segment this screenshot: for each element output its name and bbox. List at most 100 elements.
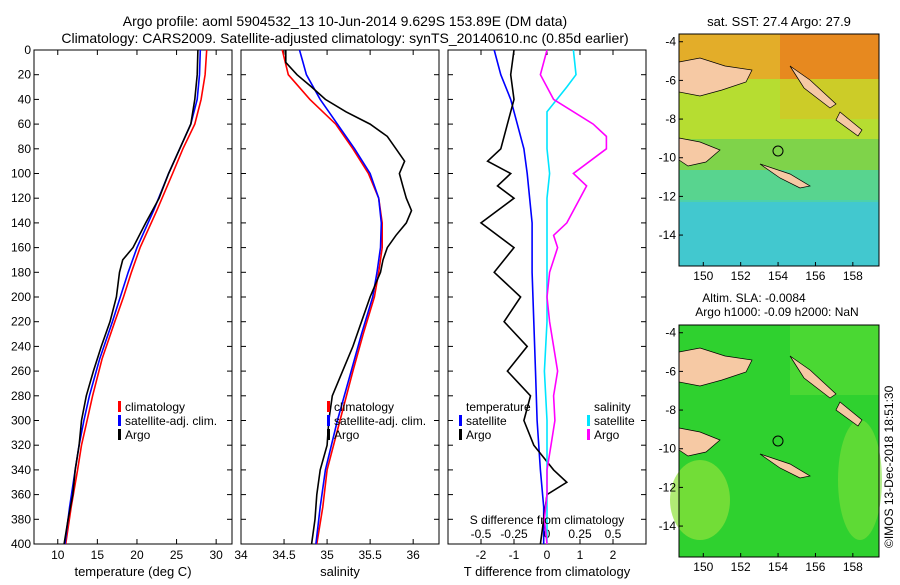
map-y-tick-label: -14 xyxy=(659,519,677,533)
legend-label-argo: Argo xyxy=(125,428,151,442)
x-tick-label: 34 xyxy=(234,548,248,562)
x-tick-label: 25 xyxy=(170,548,184,562)
map-x-tick-label: 158 xyxy=(843,560,863,574)
y-tick-label: 100 xyxy=(11,167,31,181)
y-tick-label: 260 xyxy=(11,364,31,378)
y-tick-label: 80 xyxy=(18,142,32,156)
sla-map-frame xyxy=(678,324,880,558)
x-tick-label: 36 xyxy=(406,548,420,562)
salinity-panel xyxy=(240,49,440,545)
imos-credit: ©IMOS 13-Dec-2018 18:51:30 xyxy=(882,385,896,548)
difference-top-label: S difference from climatology xyxy=(470,513,625,527)
top-tick-label: -0.5 xyxy=(471,527,492,541)
sla-map-title-2: Argo h1000: -0.09 h2000: NaN xyxy=(695,305,858,319)
land-islands xyxy=(759,65,863,189)
legend-label-climatology: climatology xyxy=(334,400,394,414)
map-y-tick-label: -14 xyxy=(659,228,677,242)
map-y-tick-label: -6 xyxy=(665,73,676,87)
map-y-tick-label: -4 xyxy=(665,326,676,340)
x-tick-label: 35 xyxy=(320,548,334,562)
legend-label-satellite: satellite-adj. clim. xyxy=(125,414,217,428)
y-tick-label: 180 xyxy=(11,265,31,279)
y-tick-label: 300 xyxy=(11,414,31,428)
series-line-temperature-argo xyxy=(479,49,569,545)
land-islands xyxy=(759,355,863,479)
map-y-tick-label: -12 xyxy=(659,480,677,494)
sla-lime-patch xyxy=(670,460,730,540)
sla-lime-patch-east xyxy=(838,420,882,540)
y-tick-label: 200 xyxy=(11,290,31,304)
legend-swatch-argo xyxy=(118,429,121,440)
land-new-guinea xyxy=(678,57,753,97)
y-tick-label: 20 xyxy=(18,68,32,82)
y-tick-label: 380 xyxy=(11,512,31,526)
sst-map-title: sat. SST: 27.4 Argo: 27.9 xyxy=(707,14,851,29)
argo-location-marker xyxy=(772,145,784,157)
sla-map-axes: -4 -6 -8 -10 -12 -14 150 152 154 156 158 xyxy=(659,326,864,574)
legend-swatch-t-satellite xyxy=(459,415,462,426)
map-y-tick-label: -12 xyxy=(659,189,677,203)
map-y-tick-label: -6 xyxy=(665,364,676,378)
sla-map xyxy=(670,324,882,558)
sst-cool-region xyxy=(679,200,879,266)
legend-label-t-satellite: satellite xyxy=(466,414,507,428)
map-x-tick-label: 152 xyxy=(731,269,751,283)
salinity-xlabel: salinity xyxy=(320,564,360,579)
y-tick-label: 40 xyxy=(18,92,32,106)
top-tick-label: 0.25 xyxy=(568,527,592,541)
y-tick-label: 220 xyxy=(11,315,31,329)
x-tick-label: 1 xyxy=(577,548,584,562)
y-tick-label: 400 xyxy=(11,537,31,551)
y-tick-label: 160 xyxy=(11,241,31,255)
x-tick-label: 20 xyxy=(130,548,144,562)
temperature-plot: 10 15 20 25 30020406080100120140160180200220… xyxy=(11,43,232,562)
map-x-tick-label: 158 xyxy=(843,269,863,283)
x-tick-label: 34.5 xyxy=(272,548,296,562)
legend-label-argo: Argo xyxy=(334,428,360,442)
y-tick-label: 340 xyxy=(11,463,31,477)
sst-map xyxy=(678,33,880,267)
difference-plot: -2 -1 0 1 2-0.5 -0.25 0 0.25 0.5 xyxy=(448,49,646,562)
map-y-tick-label: -10 xyxy=(659,442,677,456)
salinity-legend: climatology satellite-adj. clim. Argo xyxy=(327,400,426,442)
x-tick-label: 2 xyxy=(610,548,617,562)
x-tick-label: -1 xyxy=(509,548,520,562)
map-y-tick-label: -8 xyxy=(665,112,676,126)
series-line-salinity-argo xyxy=(539,49,608,545)
difference-legend: temperature salinity satellite Argo sate… xyxy=(459,400,635,442)
x-tick-label: 30 xyxy=(209,548,223,562)
legend-label-t-argo: Argo xyxy=(466,428,492,442)
y-tick-label: 0 xyxy=(24,43,31,57)
map-x-tick-label: 156 xyxy=(805,560,825,574)
sst-map-axes: -4 -6 -8 -10 -12 -14 150 152 154 156 158 xyxy=(659,35,864,283)
top-tick-label: -0.25 xyxy=(500,527,528,541)
title-line-2: Climatology: CARS2009. Satellite-adjuste… xyxy=(61,30,628,46)
series-line-satellite-adj-clim- xyxy=(298,49,383,545)
map-y-tick-label: -4 xyxy=(665,35,676,49)
legend-swatch-s-argo xyxy=(587,429,590,440)
temperature-xlabel: temperature (deg C) xyxy=(74,564,191,579)
difference-xlabel: T difference from climatology xyxy=(464,564,631,579)
x-tick-label: 15 xyxy=(91,548,105,562)
series-line-salinity-satellite xyxy=(543,49,577,544)
legend-swatch-t-argo xyxy=(459,429,462,440)
legend-swatch-argo xyxy=(327,429,330,440)
y-tick-label: 60 xyxy=(18,117,32,131)
top-tick-label: 0.5 xyxy=(605,527,622,541)
x-tick-label: 10 xyxy=(51,548,65,562)
temperature-panel xyxy=(33,49,233,545)
y-tick-label: 240 xyxy=(11,339,31,353)
y-tick-label: 140 xyxy=(11,216,31,230)
land-new-guinea xyxy=(678,347,753,387)
map-x-tick-label: 150 xyxy=(693,560,713,574)
map-y-tick-label: -10 xyxy=(659,151,677,165)
legend-label-climatology: climatology xyxy=(125,400,185,414)
legend-swatch-climatology xyxy=(118,401,121,412)
sst-map-frame xyxy=(678,33,880,267)
map-x-tick-label: 152 xyxy=(731,560,751,574)
legend-swatch-s-satellite xyxy=(587,415,590,426)
legend-swatch-satellite xyxy=(118,415,121,426)
legend-label-s-satellite: satellite xyxy=(594,414,635,428)
legend-title-temperature: temperature xyxy=(466,400,531,414)
